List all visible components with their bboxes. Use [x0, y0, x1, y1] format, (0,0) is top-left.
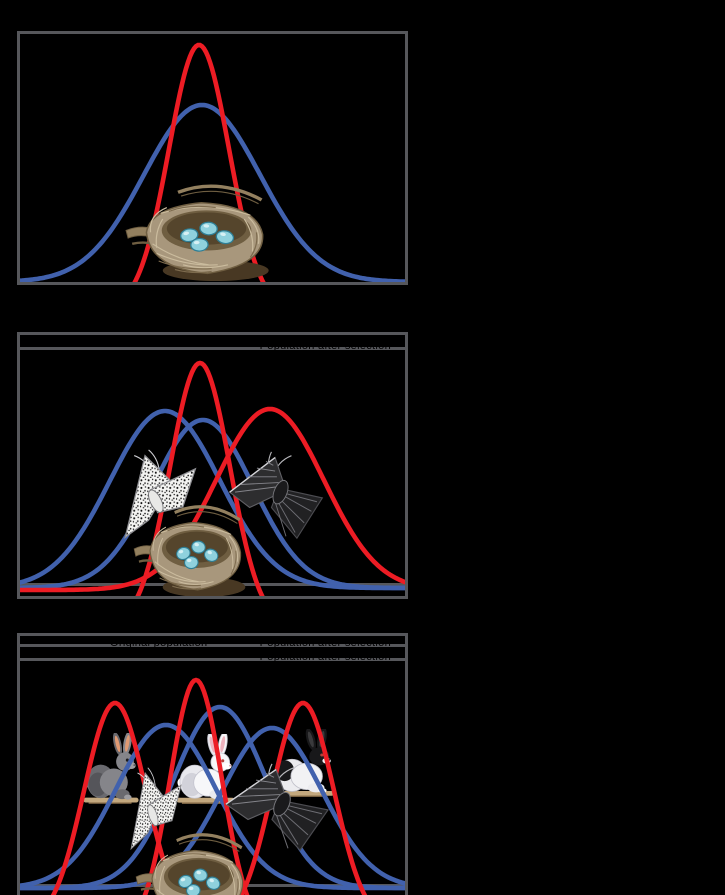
directional-selection-chart: [20, 360, 405, 596]
legend-rule-line-2: [20, 658, 405, 661]
bird-nest-illustration: [124, 184, 271, 282]
panel-stabilizing-selection: [17, 31, 408, 285]
distribution-curve: [20, 722, 405, 891]
distribution-curve: [20, 102, 405, 282]
diversifying-selection-chart: [20, 677, 405, 895]
under-art: [84, 727, 331, 804]
curves-layer: [20, 42, 405, 282]
panel-diversifying-selection: Original population Population after sel…: [17, 633, 408, 895]
distribution-curve: [135, 360, 265, 596]
distribution-curve: [50, 700, 180, 895]
bird-nest-illustration: [132, 505, 247, 596]
illegible-text-traces: Original population: [110, 637, 208, 649]
illegible-text-traces: Population after selection: [259, 340, 391, 352]
stabilizing-selection-chart: [20, 42, 405, 282]
legend-rule-line-1: [20, 644, 405, 647]
curves-layer: [20, 677, 405, 895]
illegible-text-traces: Population after selection: [259, 651, 391, 663]
distribution-curve: [20, 417, 405, 591]
illegible-text-traces: Population after selection: [259, 637, 391, 649]
curves-layer: [20, 360, 405, 596]
distribution-curve: [20, 406, 405, 593]
panel-directional-selection: Population after selection: [17, 332, 408, 599]
distribution-curve: [238, 700, 368, 895]
distribution-curve: [142, 677, 250, 895]
distribution-curve: [132, 42, 266, 282]
over-art: [124, 184, 271, 282]
legend-rule-line: [20, 347, 405, 350]
